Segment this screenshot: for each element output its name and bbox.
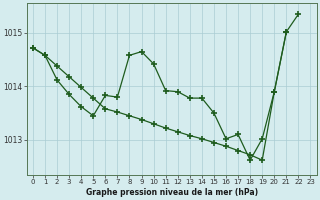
X-axis label: Graphe pression niveau de la mer (hPa): Graphe pression niveau de la mer (hPa) [86,188,258,197]
